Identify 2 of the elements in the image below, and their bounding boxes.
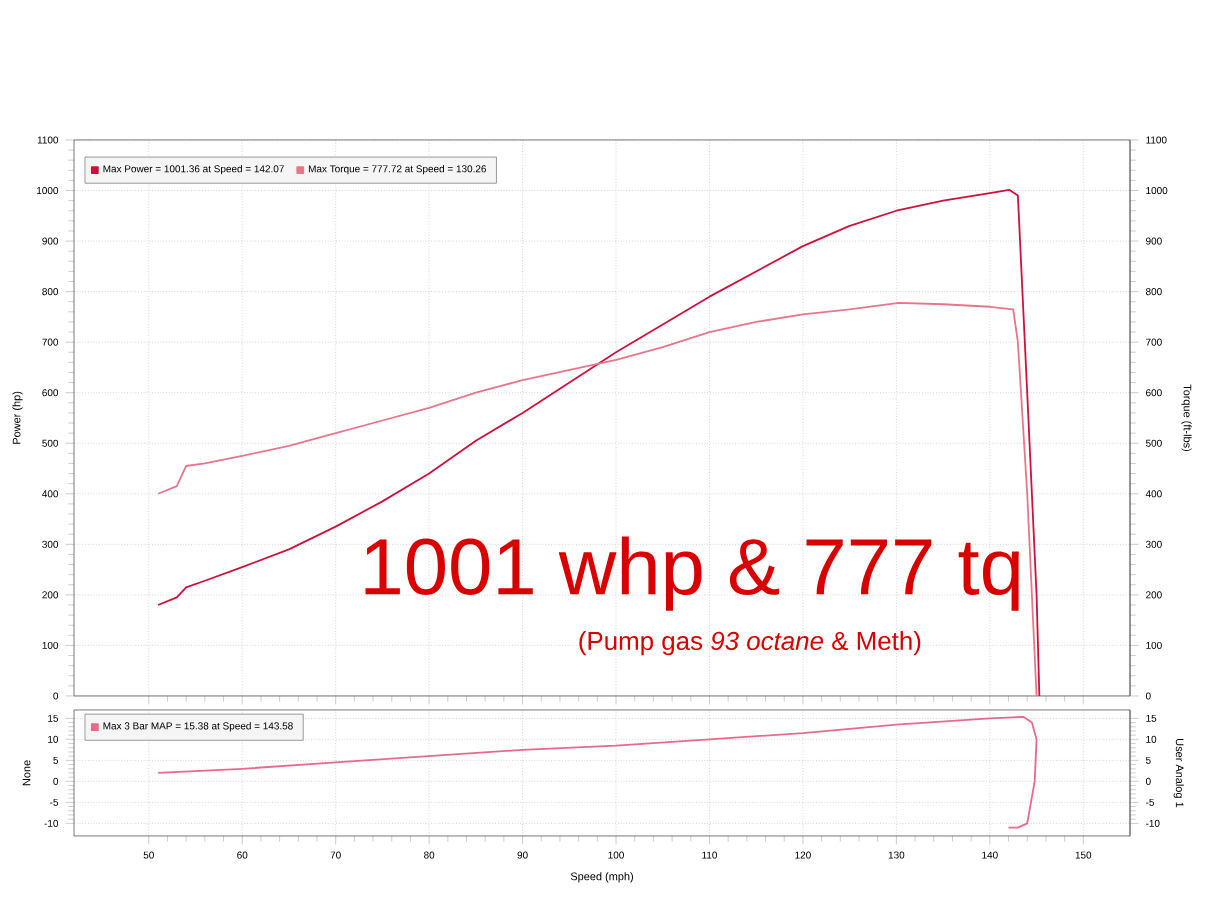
annotation: (Pump gas 93 octane & Meth): [579, 631, 921, 656]
annotation: 1001 whp & 777 tq: [365, 536, 1019, 611]
